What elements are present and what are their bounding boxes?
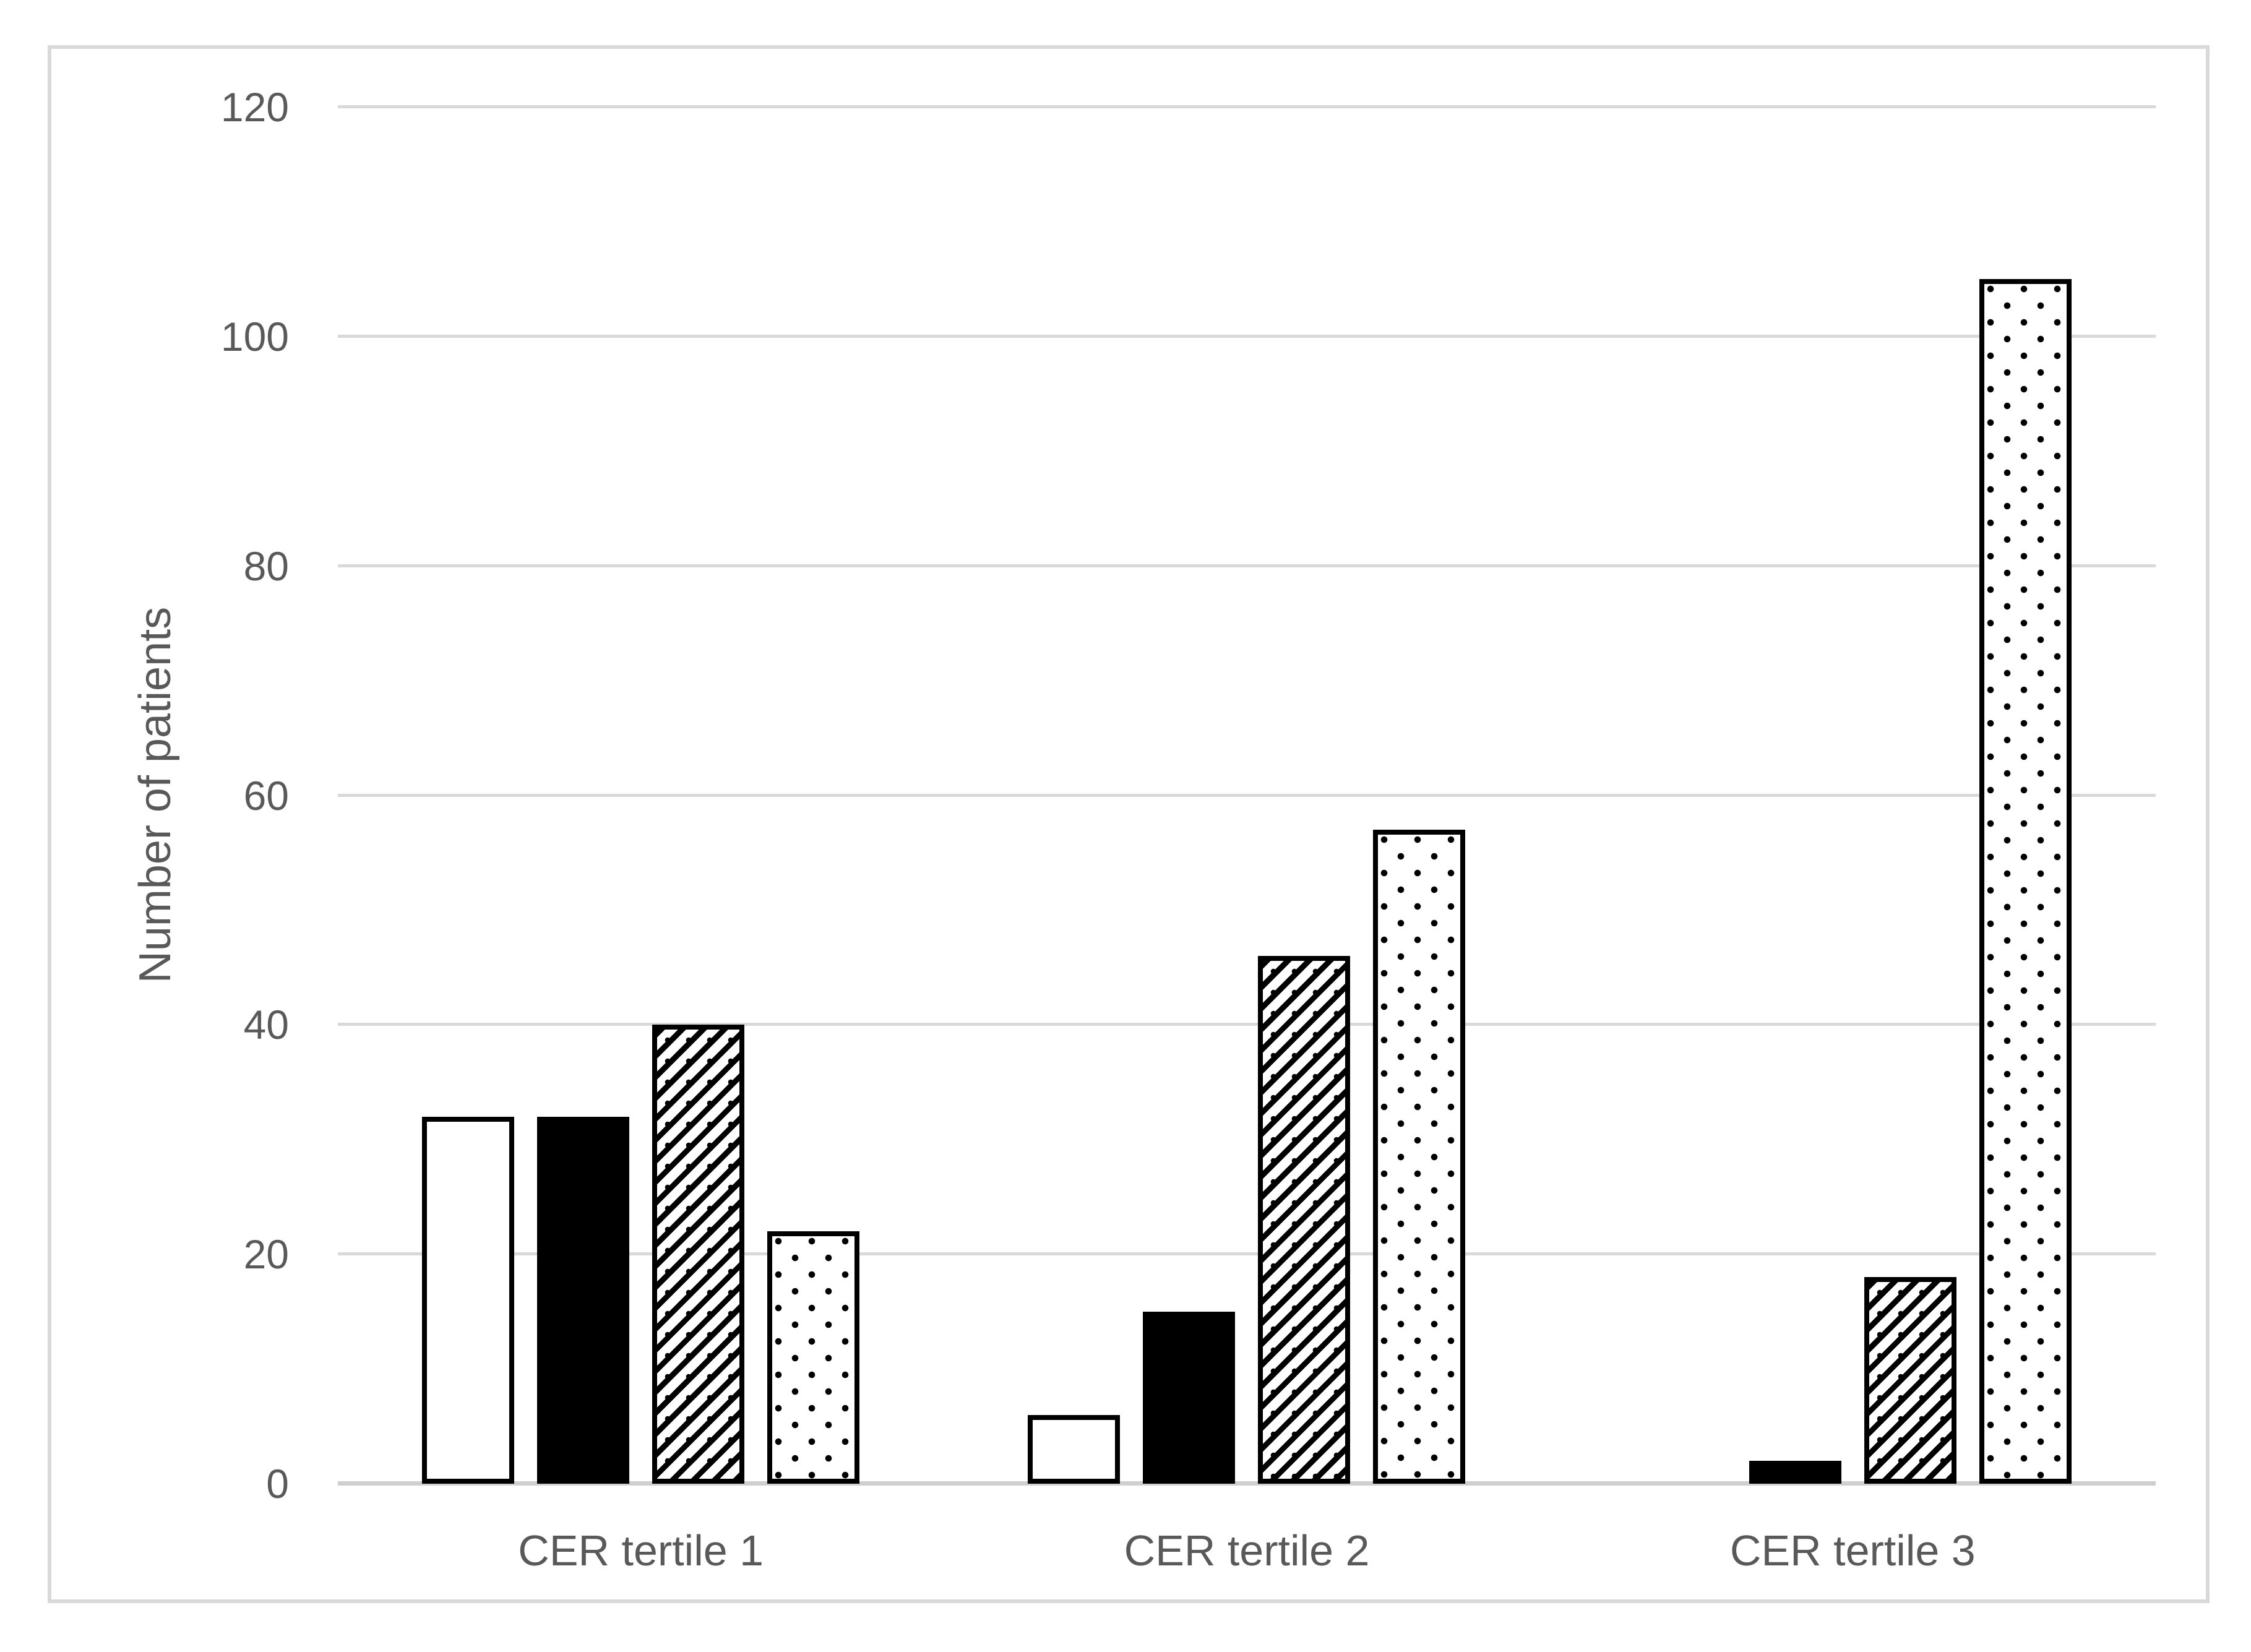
dotted-bar (1979, 279, 2072, 1484)
solid-black-bar (1749, 1461, 1841, 1484)
dotted-bar (767, 1231, 860, 1484)
white-outline-bar (422, 1117, 515, 1484)
gridline (338, 564, 2156, 567)
gridline (338, 1252, 2156, 1256)
y-tick-label: 100 (220, 313, 289, 359)
gridline (338, 1023, 2156, 1026)
diagonal-hatch-bar (652, 1025, 745, 1484)
bar-group (1550, 107, 2156, 1484)
dotted-bar (1373, 830, 1466, 1484)
gridline (338, 105, 2156, 108)
x-axis-label: CER tertile 3 (1729, 1526, 1976, 1575)
chart-frame: Number of patients 0 20 40 60 80 100 120 CER te… (48, 45, 2210, 1603)
y-tick-label: 0 (266, 1461, 289, 1507)
bar-group (338, 107, 944, 1484)
y-tick-label: 60 (243, 772, 289, 819)
diagonal-hatch-bar (1258, 956, 1351, 1484)
y-tick-label: 20 (243, 1231, 289, 1278)
gridline (338, 793, 2156, 797)
gridline (338, 334, 2156, 338)
white-outline-bar (1028, 1415, 1121, 1484)
y-tick-label: 40 (243, 1002, 289, 1048)
diagonal-hatch-bar (1864, 1277, 1956, 1484)
x-axis-line (338, 1481, 2156, 1486)
bar-group (944, 107, 1549, 1484)
solid-black-bar (537, 1117, 630, 1484)
solid-black-bar (1143, 1312, 1236, 1484)
x-axis-label: CER tertile 1 (518, 1526, 764, 1575)
x-axis-label: CER tertile 2 (1124, 1526, 1370, 1575)
y-tick-label: 80 (243, 543, 289, 589)
y-tick-label: 120 (220, 84, 289, 130)
plot-area (338, 105, 2156, 1486)
